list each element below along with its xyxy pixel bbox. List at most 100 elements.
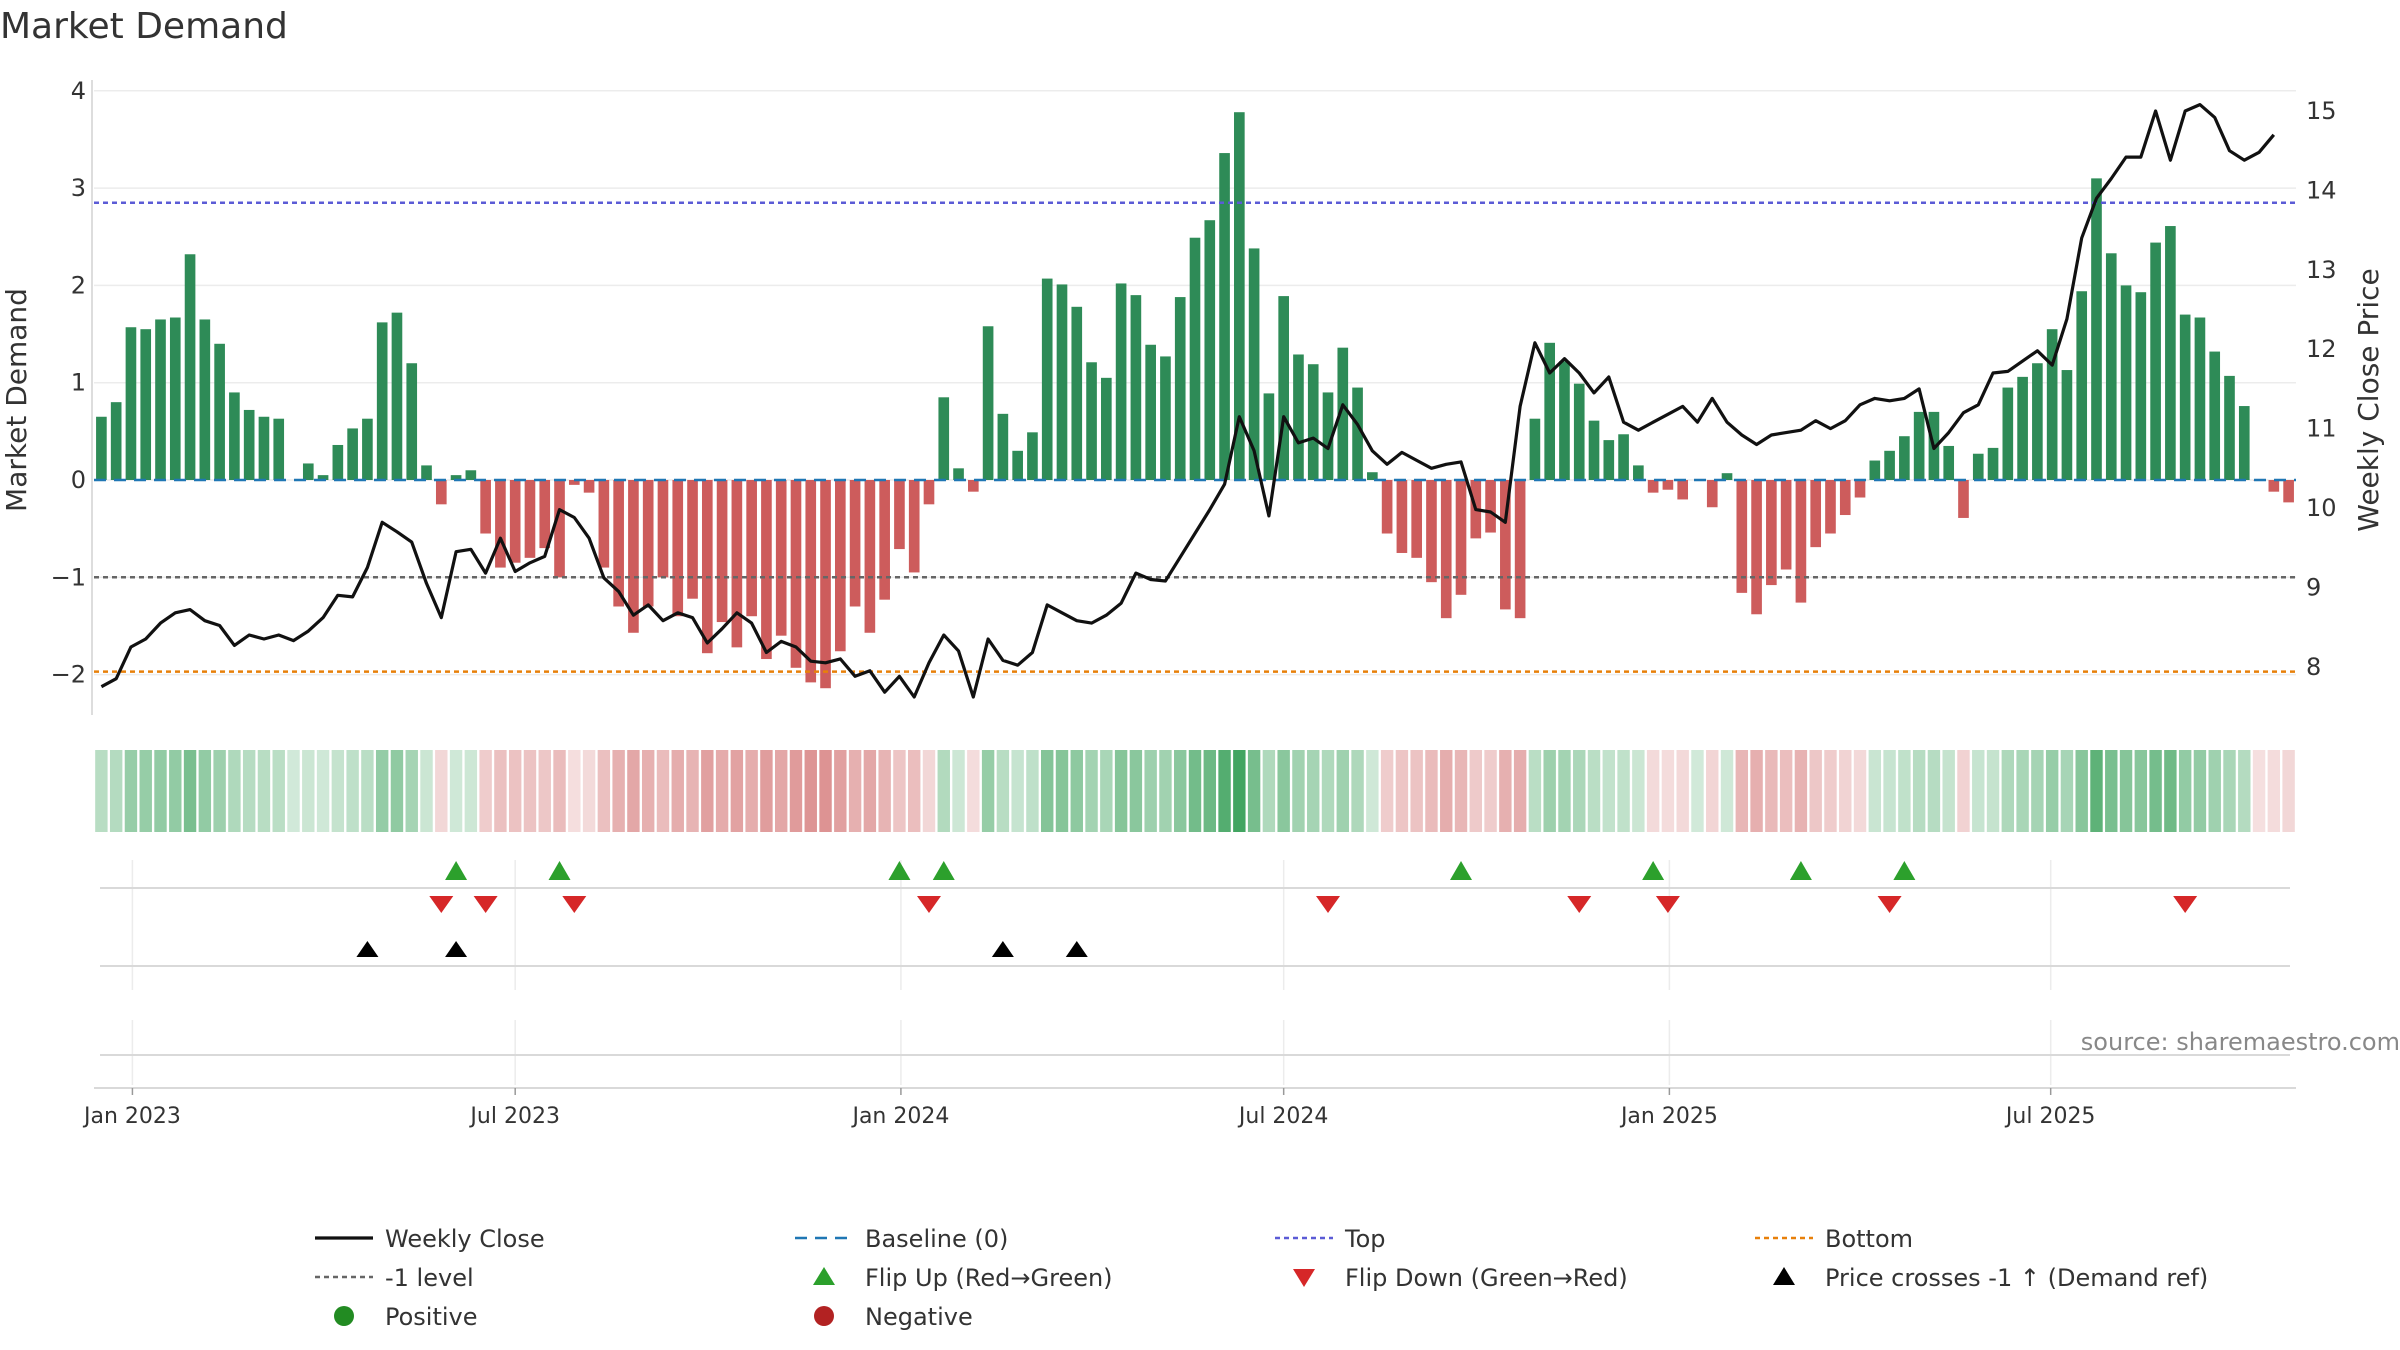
demand-bar-negative	[716, 480, 728, 623]
heat-strip-cell	[1898, 750, 1911, 832]
heat-strip-cell	[1144, 750, 1157, 832]
heat-strip-cell	[523, 750, 537, 832]
demand-bar-negative	[583, 480, 595, 493]
heat-strip-cell	[1026, 750, 1039, 832]
demand-bar-negative	[1795, 480, 1807, 603]
demand-bar-positive	[1160, 356, 1171, 480]
demand-bar-positive	[169, 317, 181, 480]
heat-strip-cell	[1794, 750, 1808, 832]
heat-strip-cell	[863, 750, 877, 832]
demand-bar-positive	[1588, 420, 1600, 480]
heat-strip-cell	[1440, 750, 1453, 832]
heat-strip-cell	[2001, 750, 2015, 832]
demand-bar-negative	[923, 480, 935, 505]
demand-bar-negative	[849, 480, 861, 607]
heat-strip-cell	[1676, 750, 1689, 832]
demand-bar-negative	[628, 480, 639, 633]
heat-strip-cell	[361, 750, 374, 832]
flip-down-marker	[429, 896, 454, 913]
heat-strip-cell	[1868, 750, 1882, 832]
demand-bar-negative	[820, 480, 831, 689]
legend-label: -1 level	[385, 1264, 474, 1292]
heat-strip-cell	[287, 750, 300, 832]
flip-down-marker	[916, 896, 941, 913]
demand-bar-positive	[2076, 291, 2088, 480]
heat-strip-cell	[272, 750, 285, 832]
heat-strip-cell	[2282, 750, 2295, 832]
demand-bar-negative	[1854, 480, 1866, 498]
heat-strip-cell	[1735, 750, 1749, 832]
demand-bar-positive	[2120, 285, 2132, 480]
heat-strip-cell	[2031, 750, 2044, 832]
demand-bar-negative	[775, 480, 787, 636]
y-tick-label-right: 12	[2306, 335, 2337, 363]
legend-label: Negative	[865, 1303, 973, 1331]
heat-strip-cell	[1957, 750, 1970, 832]
demand-bar-negative	[2268, 480, 2280, 492]
demand-bar-negative	[1662, 480, 1674, 490]
demand-bar-positive	[258, 416, 270, 480]
demand-bar-positive	[982, 326, 994, 480]
flip-up-marker	[445, 861, 468, 880]
heat-strip-cell	[834, 750, 847, 832]
demand-bar-negative	[613, 480, 624, 607]
heat-strip-cell	[1070, 750, 1083, 832]
demand-bar-negative	[1440, 480, 1452, 619]
heat-strip-cell	[449, 750, 463, 832]
demand-bar-negative	[1825, 480, 1836, 534]
heat-strip-cell	[2164, 750, 2177, 832]
weekly-close-line	[100, 102, 2276, 699]
heat-strip-cell	[1986, 750, 2000, 832]
heat-strip-cell	[1661, 750, 1675, 832]
heat-strip-cell	[774, 750, 788, 832]
demand-bar-negative	[1647, 480, 1659, 493]
legend-swatch	[814, 1306, 834, 1326]
y-axis-label-right: Weekly Close Price	[2352, 268, 2385, 531]
demand-bar-positive	[2091, 178, 2102, 480]
demand-bar-positive	[421, 465, 432, 480]
flip-up-marker	[888, 861, 911, 880]
demand-bar-positive	[1322, 392, 1334, 480]
x-tick-label: Jan 2023	[82, 1104, 181, 1129]
heat-strip-cell	[893, 750, 906, 832]
demand-bar-positive	[1101, 377, 1112, 480]
demand-bar-negative	[524, 480, 536, 558]
demand-bar-positive	[1027, 432, 1038, 480]
flip-down-marker	[1316, 896, 1341, 913]
flip-up-marker	[1450, 861, 1473, 880]
heat-strip-cell	[1129, 750, 1143, 832]
demand-bar-negative	[568, 480, 580, 485]
heat-strip-cell	[213, 750, 226, 832]
heat-strip-cell	[2060, 750, 2074, 832]
demand-bar-negative	[1677, 480, 1689, 500]
heat-strip-cell	[641, 750, 655, 832]
heat-strip-cell	[981, 750, 995, 832]
demand-bar-negative	[509, 480, 521, 563]
heat-strip-cell	[745, 750, 758, 832]
heat-strip-cell	[1055, 750, 1069, 832]
y-tick-label-left: 1	[71, 369, 86, 397]
heat-strip-cell	[2105, 750, 2118, 832]
chart-title: Market Demand	[0, 6, 288, 47]
heat-strip-cell	[568, 750, 581, 832]
demand-bar-negative	[687, 480, 698, 599]
heat-strip-cell	[996, 750, 1010, 832]
heat-strip-cell	[1779, 750, 1793, 832]
heat-strip-cell	[1410, 750, 1423, 832]
demand-bar-negative	[1736, 480, 1748, 593]
demand-bar-positive	[391, 312, 403, 480]
demand-bar-positive	[1130, 295, 1142, 480]
demand-bar-negative	[879, 480, 890, 600]
y-tick-label-right: 8	[2306, 653, 2321, 681]
demand-bar-positive	[953, 468, 964, 480]
heat-strip-cell	[656, 750, 670, 832]
demand-bar-negative	[657, 480, 669, 578]
heat-strip-cell	[1484, 750, 1497, 832]
heat-strip-cell	[154, 750, 167, 832]
demand-bar-positive	[1174, 297, 1186, 480]
source-text: source: sharemaestro.com	[2081, 1028, 2400, 1056]
heat-strip-cell	[95, 750, 108, 832]
demand-bar-negative	[761, 480, 772, 660]
demand-bar-positive	[2209, 351, 2221, 480]
demand-bar-positive	[1189, 237, 1201, 480]
